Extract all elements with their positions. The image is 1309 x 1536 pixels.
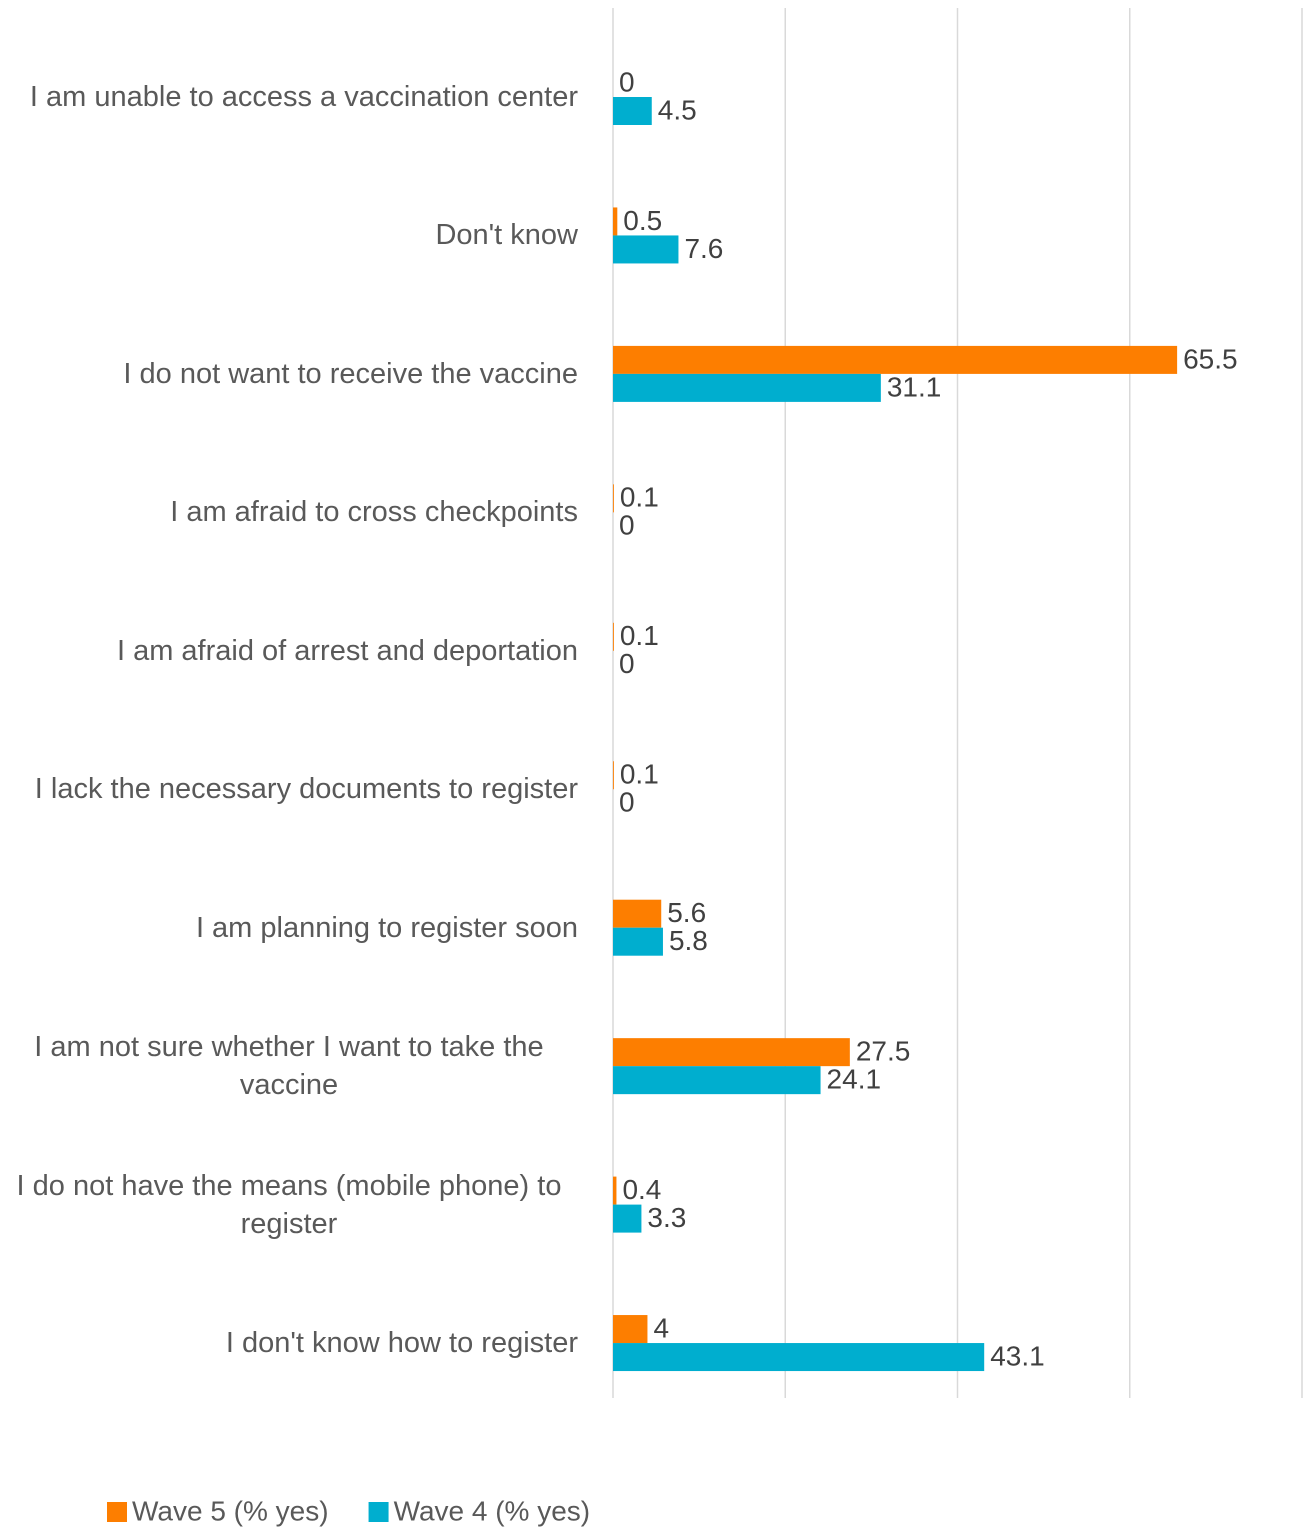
data-label: 31.1 [887, 371, 942, 402]
legend-label: Wave 5 (% yes) [132, 1495, 329, 1526]
data-label: 0.1 [620, 620, 659, 651]
data-label: 3.3 [647, 1202, 686, 1233]
data-label: 0.4 [622, 1174, 661, 1205]
category-label-box: Don't know [0, 216, 578, 254]
bar [613, 899, 662, 928]
legend-swatch [368, 1502, 389, 1522]
bar [613, 373, 881, 402]
bar [613, 1204, 642, 1233]
data-label: 43.1 [990, 1340, 1045, 1371]
data-label: 0.5 [623, 205, 662, 236]
y-tick-label: I am not sure whether I want to take the… [34, 1031, 544, 1102]
bar [613, 927, 663, 956]
data-label: 24.1 [827, 1064, 882, 1095]
data-label: 5.6 [667, 897, 706, 928]
data-label: 27.5 [856, 1036, 911, 1067]
bar [613, 484, 614, 513]
y-tick-label: Don't know [435, 219, 578, 252]
data-label: 0.1 [620, 482, 659, 513]
data-label: 0 [619, 66, 635, 97]
bar [613, 97, 652, 125]
y-tick-label: I am unable to access a vaccination cent… [29, 81, 578, 113]
category-label-box: I am afraid of arrest and deportation [0, 632, 578, 670]
bar [613, 761, 614, 790]
category-label-box: I lack the necessary documents to regist… [0, 770, 578, 808]
category-label-box: I am unable to access a vaccination cent… [0, 78, 578, 116]
data-label: 7.6 [684, 233, 723, 264]
category-label-box: I don't know how to register [0, 1324, 578, 1362]
bar [613, 1066, 821, 1095]
bar [613, 207, 618, 236]
y-tick-label: I am planning to register soon [195, 911, 578, 944]
data-label: 0 [619, 787, 635, 818]
y-tick-label: I do not have the means (mobile phone) t… [16, 1169, 562, 1240]
legend-label: Wave 4 (% yes) [394, 1495, 591, 1526]
y-tick-label: I don't know how to register [225, 1327, 578, 1360]
y-tick-label: I do not want to receive the vaccine [123, 357, 578, 390]
bar [613, 1315, 648, 1344]
data-label: 0.1 [620, 759, 659, 790]
bar [613, 235, 679, 264]
bar [613, 1176, 617, 1205]
data-label: 65.5 [1183, 343, 1238, 374]
category-label-box: I am afraid to cross checkpoints [0, 493, 578, 531]
y-tick-label: I lack the necessary documents to regist… [34, 773, 578, 806]
bar [613, 622, 614, 651]
category-label-box: I am planning to register soon [0, 909, 578, 947]
category-label-box: I do not have the means (mobile phone) t… [0, 1167, 578, 1243]
data-label: 5.8 [669, 925, 708, 956]
bar [613, 1343, 985, 1372]
bar [613, 345, 1178, 374]
legend-swatch [107, 1502, 127, 1522]
data-label: 0 [619, 648, 635, 679]
category-label-box: I do not want to receive the vaccine [0, 355, 578, 393]
y-tick-label: I am afraid of arrest and deportation [116, 634, 578, 667]
data-label: 4.5 [658, 94, 697, 125]
data-label: 4 [653, 1312, 669, 1343]
y-tick-label: I am afraid to cross checkpoints [170, 496, 578, 529]
category-label-box: I am not sure whether I want to take the… [0, 1028, 578, 1104]
bar [613, 1038, 850, 1067]
data-label: 0 [619, 510, 635, 541]
